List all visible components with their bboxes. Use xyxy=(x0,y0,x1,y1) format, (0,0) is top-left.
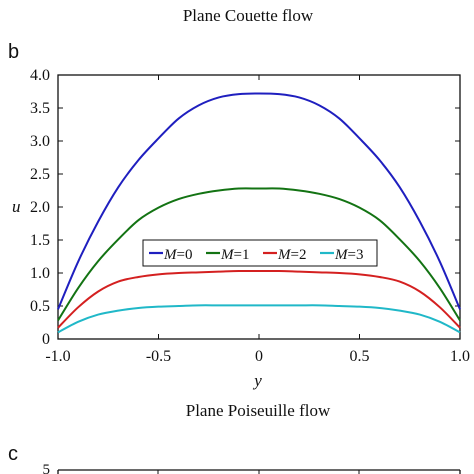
legend-entry: M=0 xyxy=(163,247,192,263)
legend-entry: M=2 xyxy=(277,247,306,263)
y-axis-ticks: 0 0.5 1.0 1.5 2.0 2.5 3.0 3.5 4.0 xyxy=(30,67,460,348)
x-tick-label: 0.5 xyxy=(350,348,370,365)
series-line-m-2 xyxy=(57,269,461,329)
x-tick-label: -0.5 xyxy=(146,348,171,365)
panel-c-partial-chart: 5 xyxy=(43,462,461,474)
y-tick-label: 2.0 xyxy=(30,199,50,216)
panel-label-c: c xyxy=(8,443,18,465)
y-tick-label: 2.5 xyxy=(30,166,50,183)
legend-entry: M=1 xyxy=(220,247,249,263)
x-tick-label: 0 xyxy=(255,348,263,365)
velocity-profile-chart: 0 0.5 1.0 1.5 2.0 2.5 3.0 3.5 4.0 -1.0 -0.5 0 0.5 1.… xyxy=(12,67,470,390)
x-axis-ticks: -1.0 -0.5 0 0.5 1.0 xyxy=(45,75,470,365)
series-curves xyxy=(57,92,461,334)
y-tick-label: 1.5 xyxy=(30,232,50,249)
series-line-m-0 xyxy=(57,92,461,310)
y-tick-label: 1.0 xyxy=(30,265,50,282)
y-tick-label: 4.0 xyxy=(30,67,50,84)
legend-entry: M=3 xyxy=(334,247,363,263)
couette-title: Plane Couette flow xyxy=(183,6,314,25)
y-tick-label: 3.5 xyxy=(30,100,50,117)
y-axis-label: u xyxy=(12,197,21,216)
x-axis-label: y xyxy=(252,371,262,390)
y-tick-label: 0 xyxy=(42,331,50,348)
y-tick-label: 3.0 xyxy=(30,133,50,150)
x-tick-label: -1.0 xyxy=(45,348,70,365)
legend-box xyxy=(142,239,378,267)
x-tick-label: 1.0 xyxy=(450,348,470,365)
y-tick-label: 0.5 xyxy=(30,298,50,315)
plot-frame xyxy=(57,74,461,340)
poiseuille-title: Plane Poiseuille flow xyxy=(186,401,331,420)
series-line-m-1 xyxy=(57,187,461,322)
panel-label-b: b xyxy=(8,41,19,63)
series-line-m-3 xyxy=(57,304,461,334)
legend: M=0 M=1 M=2 M=3 xyxy=(142,239,378,267)
panel-c-y-tick-label: 5 xyxy=(43,462,51,474)
